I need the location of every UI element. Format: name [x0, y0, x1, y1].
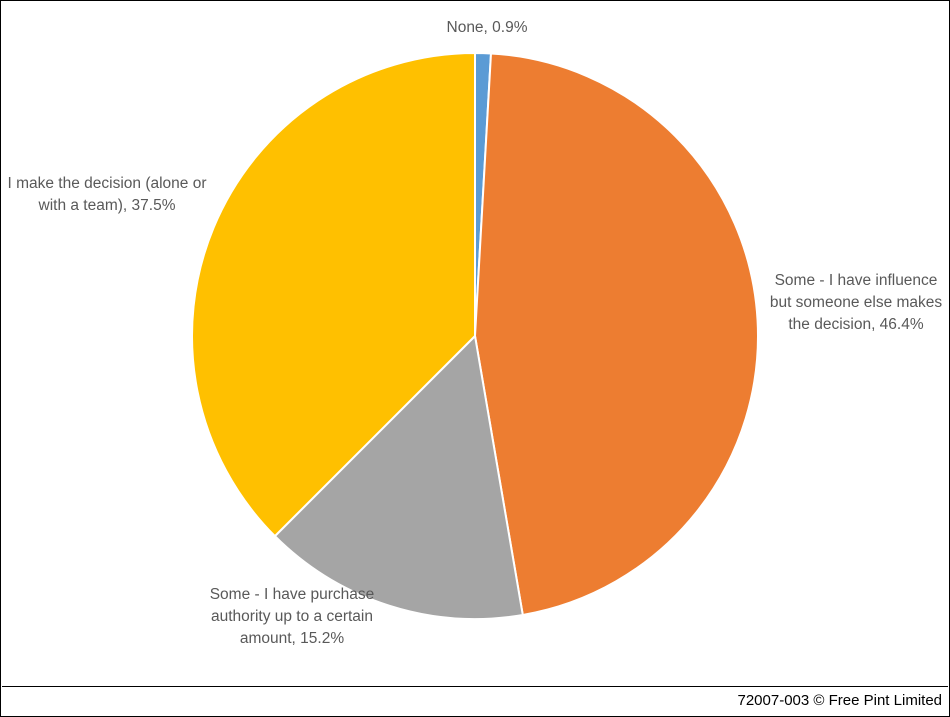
- pie-slice-purchase-authority: [273, 333, 524, 620]
- copyright-credit: 72007-003 © Free Pint Limited: [737, 692, 943, 709]
- slice-label-purchase-authority: Some - I have purchase authority up to a…: [209, 586, 375, 647]
- slice-label-influence: Some - I have influence but someone else…: [769, 272, 943, 333]
- slice-label-decision-maker: I make the decision (alone or with a tea…: [7, 175, 207, 214]
- pie-slice-influence: [473, 52, 759, 617]
- pie-slice-decision-maker: [191, 51, 476, 538]
- footer: 72007-003 © Free Pint Limited: [2, 687, 948, 716]
- slice-label-none: None, 0.9%: [446, 19, 528, 36]
- chart-area: None, 0.9% Some - I have influence but s…: [2, 2, 948, 687]
- pie-chart: [191, 51, 759, 620]
